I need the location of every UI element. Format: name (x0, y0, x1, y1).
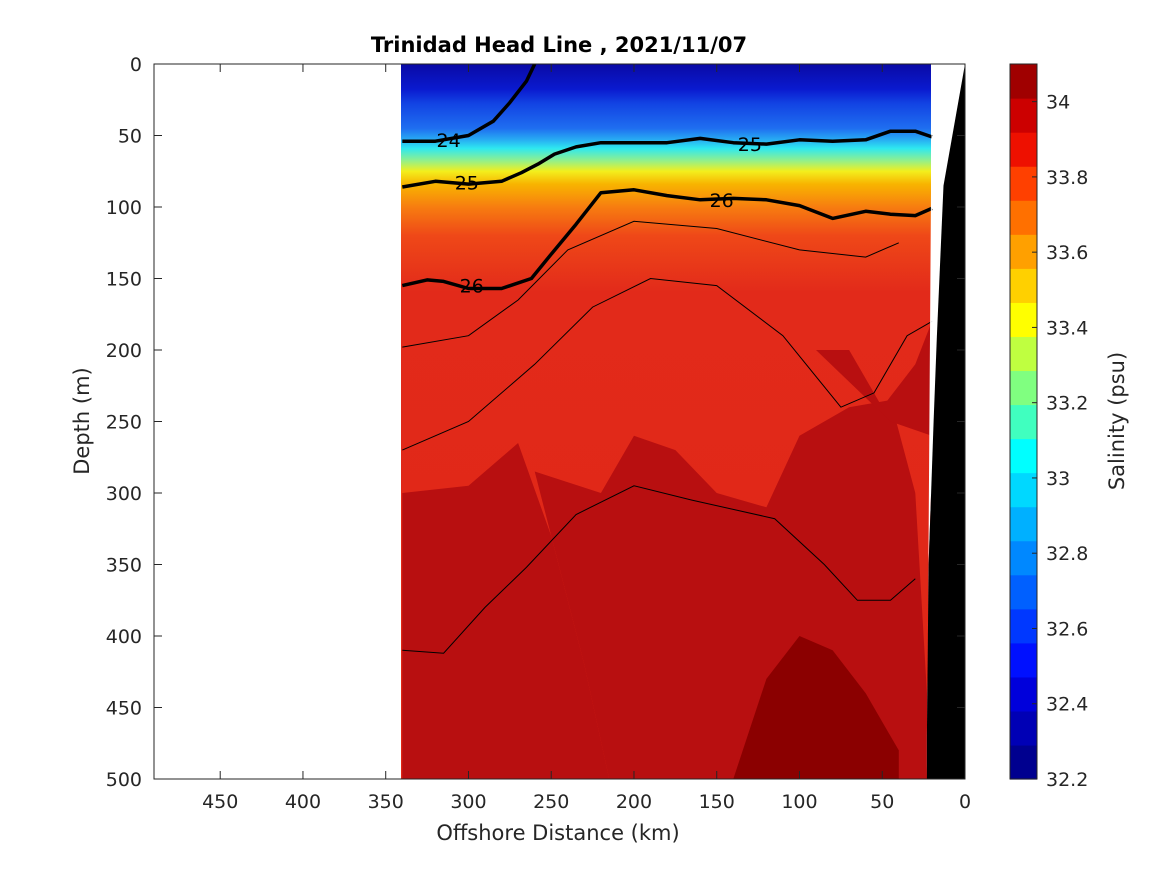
colorbar-frame (1009, 63, 1038, 780)
colorbar-tick-label: 33 (1046, 468, 1070, 490)
y-tick-label: 150 (106, 269, 142, 291)
x-tick-label: 200 (616, 791, 652, 813)
colorbar-band (1010, 540, 1037, 576)
y-tick-label: 250 (106, 412, 142, 434)
colorbar-band (1010, 200, 1037, 235)
x-tick-label: 400 (285, 791, 321, 813)
isopycnal-thin (402, 220, 899, 348)
colorbar-band (1010, 404, 1037, 440)
colorbar-band (1010, 744, 1037, 780)
contour-label: 25 (738, 134, 762, 156)
colorbar-band (1010, 710, 1037, 746)
colorbar-tick-label: 32.8 (1046, 543, 1088, 565)
isopycnal-lines (401, 64, 933, 654)
colorbar-tick-label: 33.4 (1046, 317, 1088, 339)
x-axis-label: Offshore Distance (km) (436, 821, 679, 845)
colorbar-band (1010, 302, 1037, 337)
contour-labels: 24 25 26 25 26 (437, 130, 762, 298)
colorbar-band (1010, 166, 1037, 201)
colorbar-band (1010, 234, 1037, 269)
colorbar-band (1010, 336, 1037, 372)
x-tick-label: 150 (699, 791, 735, 813)
colorbar-tick-label: 33.8 (1046, 167, 1088, 189)
contour-label: 24 (437, 130, 461, 152)
salinity-patch (402, 443, 610, 779)
colorbar-band (1010, 642, 1037, 678)
y-tick-label: 350 (106, 555, 142, 577)
x-tick-label: 250 (533, 791, 569, 813)
y-tick-label: 450 (106, 698, 142, 720)
x-tick-label: 0 (959, 791, 971, 813)
x-tick-label: 450 (202, 791, 238, 813)
contour-label: 26 (710, 190, 734, 212)
x-axis: 450 400 350 300 250 200 150 100 50 0 (202, 64, 971, 813)
colorbar: 32.2 32.4 32.6 32.8 33 33.2 33.4 33.6 33.8 34 (1009, 63, 1088, 791)
salinity-patch (733, 636, 899, 779)
y-axis: 0 50 100 150 200 250 300 350 400 450 500 (106, 54, 965, 791)
y-tick-label: 300 (106, 483, 142, 505)
y-tick-label: 50 (118, 126, 142, 148)
colorbar-band (1010, 268, 1037, 303)
isopycnal-thin (402, 485, 916, 654)
x-tick-label: 50 (870, 791, 894, 813)
colorbar-tick-label: 33.6 (1046, 242, 1088, 264)
y-tick-label: 0 (130, 54, 142, 76)
colorbar-band (1010, 64, 1037, 99)
contour-label: 26 (460, 276, 484, 298)
seafloor-mask (926, 64, 965, 779)
colorbar-band (1010, 676, 1037, 712)
isopycnal-25 (402, 129, 933, 189)
colorbar-band (1010, 132, 1037, 167)
x-tick-label: 350 (368, 791, 404, 813)
seafloor (926, 64, 965, 779)
colorbar-tick-label: 32.4 (1046, 694, 1088, 716)
colorbar-band (1010, 370, 1037, 406)
colorbar-band (1010, 98, 1037, 133)
isopycnal-24 (402, 64, 537, 143)
y-tick-label: 400 (106, 626, 142, 648)
colorbar-band (1010, 506, 1037, 542)
y-tick-label: 200 (106, 340, 142, 362)
isopycnal-thin (402, 277, 933, 451)
y-tick-label: 100 (106, 197, 142, 219)
colorbar-label: Salinity (psu) (1105, 352, 1129, 490)
colorbar-band (1010, 574, 1037, 610)
colorbar-tick-label: 33.2 (1046, 393, 1088, 415)
salinity-field (401, 64, 931, 779)
y-tick-label: 500 (106, 769, 142, 791)
colorbar-band (1010, 608, 1037, 644)
salinity-patch (816, 323, 931, 436)
y-axis-label: Depth (m) (70, 367, 94, 474)
colorbar-tick-label: 34 (1046, 92, 1070, 114)
colorbar-tick-label: 32.2 (1046, 769, 1088, 791)
x-tick-label: 100 (781, 791, 817, 813)
contour-label: 25 (455, 173, 479, 195)
isopycnal-26 (401, 188, 933, 291)
colorbar-tick-label: 32.6 (1046, 618, 1088, 640)
chart-title: Trinidad Head Line , 2021/11/07 (371, 33, 747, 57)
colorbar-band (1010, 438, 1037, 474)
x-tick-label: 300 (450, 791, 486, 813)
